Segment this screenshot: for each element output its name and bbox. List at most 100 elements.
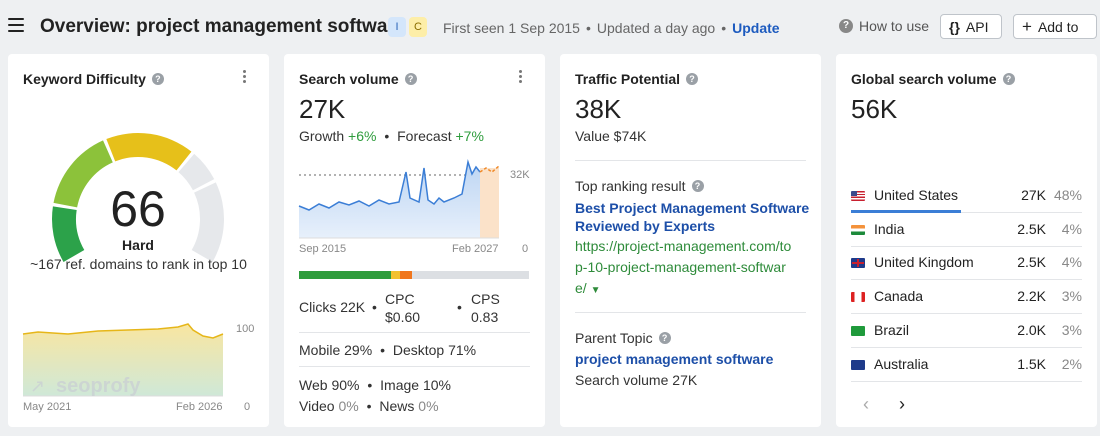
country-share: 3% [1061,288,1082,305]
news-label: News [379,398,415,414]
au-flag-icon [851,359,865,370]
country-share: 4% [1061,254,1082,271]
cpc-label: CPC [385,291,415,307]
top-result-url-link[interactable]: https://project-management.com/to p-10-p… [575,236,815,301]
country-row[interactable]: United States 27K 48% [851,179,1082,213]
kd-value: 66 [110,181,166,237]
kd-history-chart: 100 0 May 2021 Feb 2026 seoprofy ↗ [22,323,254,413]
kd-history-line [22,323,224,339]
top-result-url-line-2: p-10-project-management-softwar [575,259,786,275]
kd-chart-ymax: 100 [236,323,254,335]
updated-text: Updated a day ago [596,20,716,36]
video-value: 0% [338,398,359,414]
sv-growth-forecast: Growth +6% • Forecast +7% [299,128,484,144]
in-flag-icon [851,224,865,235]
watermark-text: seoprofy [56,375,141,397]
kd-chart-ymin: 0 [244,401,250,413]
how-to-use-label: How to use [859,18,930,34]
forecast-label: Forecast [397,128,452,144]
growth-label: Growth [299,128,345,144]
parent-topic-heading: Parent Topic ? [575,330,671,346]
sv-help-icon[interactable]: ? [404,73,417,85]
next-page-icon[interactable]: › [899,394,905,414]
country-volume: 2.0K [1017,321,1046,338]
country-row[interactable]: Brazil 2.0K 3% [851,314,1082,348]
country-row[interactable]: United Kingdom 2.5K 4% [851,246,1082,281]
country-row[interactable]: India 2.5K 4% [851,213,1082,247]
country-volume: 2.5K [1017,254,1046,271]
gsv-title: Global search volume ? [851,71,1015,87]
kd-help-icon[interactable]: ? [151,73,164,85]
add-to-label: Add to [1037,18,1079,35]
gauge-segment [53,140,113,208]
menu-icon[interactable] [8,18,24,32]
country-volume: 1.5K [1017,355,1046,372]
caret-down-icon[interactable]: ▼ [590,285,601,296]
country-share: 4% [1061,220,1082,237]
cps-value: 0.83 [471,309,499,325]
sv-chart-xend: Feb 2027 [452,243,498,255]
mobile-value: 29% [344,342,373,358]
top-result-heading: Top ranking result ? [575,178,704,194]
kd-title-text: Keyword Difficulty [23,71,146,87]
forecast-area [480,168,499,238]
parent-topic-label: Parent Topic [575,330,653,346]
sv-trend-chart: 32K 0 Sep 2015 Feb 2027 [298,159,530,255]
tp-title: Traffic Potential ? [575,71,699,87]
gauge-segment [106,133,192,171]
kd-note: ~167 ref. domains to rank in top 10 [30,256,247,272]
intent-bar-segment [391,271,401,279]
tp-value-label: Value [575,128,610,144]
api-button[interactable]: {} API [940,14,1002,39]
top-result-help-icon[interactable]: ? [691,180,704,192]
question-icon: ? [839,19,853,33]
sv-trend-line [298,159,481,211]
prev-page-icon[interactable]: ‹ [863,394,869,414]
desktop-label: Desktop [392,342,445,358]
video-label: Video [299,398,335,414]
us-flag-icon [851,191,865,201]
device-split: Mobile 29% • Desktop 71% [299,342,477,358]
country-row[interactable]: Canada 2.2K 3% [851,280,1082,315]
web-value: 90% [331,377,360,393]
top-result-url-line-1: https://project-management.com/to [575,238,792,254]
ca-flag-icon [851,292,865,303]
tp-help-icon[interactable]: ? [686,73,699,85]
top-result-title-link[interactable]: Best Project Management Software Reviewe… [575,200,810,234]
cps-label: CPS [471,291,500,307]
cps-stat: CPS 0.83 [471,290,500,326]
country-row[interactable]: Australia 1.5K 2% [851,348,1082,382]
web-label: Web [299,377,328,393]
page-title: Overview: project management software [40,16,406,37]
forecast-line [479,165,500,173]
update-link[interactable]: Update [732,20,780,36]
sv-title-text: Search volume [299,71,399,87]
parent-sv-value: 27K [672,372,698,388]
gsv-help-icon[interactable]: ? [1002,73,1015,85]
sv-more-icon[interactable] [519,70,523,85]
kd-more-icon[interactable] [243,70,247,85]
country-volume: 2.5K [1017,220,1046,237]
country-name: India [874,220,905,237]
top-result-label: Top ranking result [575,178,686,194]
parent-topic-help-icon[interactable]: ? [658,332,671,344]
add-to-button[interactable]: + Add to [1013,14,1097,39]
parent-sv-label: Search volume [575,372,669,388]
braces-icon: {} [949,18,960,35]
intent-badge-informational[interactable]: I [388,17,406,37]
clicks-value: 22K [340,299,366,315]
intent-distribution-bar [299,271,529,279]
keyword-meta: First seen 1 Sep 2015 • Updated a day ago •… [443,20,780,36]
how-to-use-link[interactable]: ? How to use [839,18,929,34]
top-result-url-line-3: e/ [575,280,587,296]
desktop-value: 71% [448,342,477,358]
intent-badge-commercial[interactable]: C [409,17,427,37]
clicks-stat: Clicks 22K [299,299,365,315]
sv-trend-area [299,162,480,238]
watermark-arrow-icon: ↗ [30,376,45,397]
forecast-value: +7% [455,128,484,144]
first-seen-text: First seen 1 Sep 2015 [443,20,580,36]
image-label: Image [380,377,420,393]
growth-value: +6% [348,128,377,144]
parent-topic-link[interactable]: project management software [575,351,774,367]
